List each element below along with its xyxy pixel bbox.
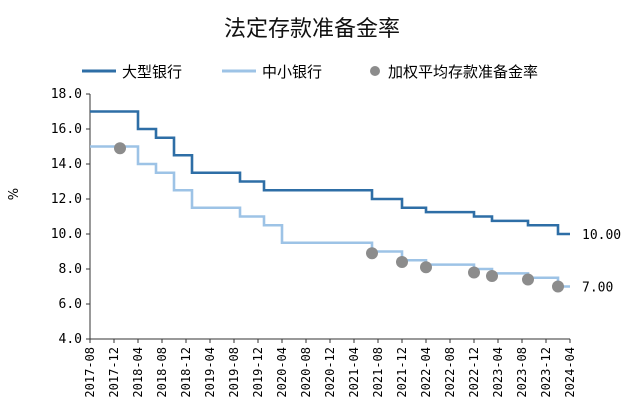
y-axis-label: % [7, 188, 22, 200]
y-tick-label: 12.0 [51, 192, 82, 207]
x-tick-label: 2023-08 [515, 347, 529, 398]
legend-label-weighted-average: 加权平均存款准备金率 [388, 63, 538, 81]
series-line-1 [90, 145, 570, 288]
scatter-point [552, 280, 564, 293]
legend-label-small-banks: 中小银行 [262, 63, 322, 81]
y-tick-label: 4.0 [59, 332, 82, 347]
scatter-point [114, 142, 126, 155]
y-tick-label: 14.0 [51, 157, 82, 172]
x-tick-label: 2024-04 [563, 347, 577, 398]
x-tick-label: 2021-08 [371, 347, 385, 398]
y-tick-label: 6.0 [59, 297, 82, 312]
x-tick-label: 2019-08 [227, 347, 241, 398]
legend: 大型银行 中小银行 加权平均存款准备金率 [82, 63, 538, 81]
x-tick-label: 2020-12 [323, 347, 337, 398]
x-tick-label: 2023-12 [539, 347, 553, 398]
plot-area: 10.00 7.00 [90, 110, 621, 296]
x-tick-label: 2018-08 [155, 347, 169, 398]
x-tick-label: 2022-04 [419, 347, 433, 398]
x-tick-label: 2017-08 [83, 347, 97, 398]
x-tick-label: 2018-12 [179, 347, 193, 398]
x-tick-label: 2017-12 [107, 347, 121, 398]
y-tick-label: 18.0 [51, 87, 82, 102]
scatter-point [468, 266, 480, 279]
legend-label-large-banks: 大型银行 [122, 63, 182, 81]
y-tick-label: 10.0 [51, 227, 82, 242]
scatter-point [522, 273, 534, 286]
scatter-point [486, 270, 498, 282]
x-tick-label: 2020-08 [299, 347, 313, 398]
y-tick-label: 16.0 [51, 122, 82, 137]
x-tick-label: 2021-04 [347, 347, 361, 398]
x-tick-label: 2019-12 [251, 347, 265, 398]
x-tick-label: 2022-08 [443, 347, 457, 398]
scatter-point [396, 256, 408, 268]
end-value-label: 10.00 [582, 228, 621, 243]
scatter-point [366, 247, 378, 260]
scatter-point [420, 261, 432, 274]
x-tick-label: 2023-04 [491, 347, 505, 398]
legend-marker-weighted-average [370, 66, 380, 76]
x-tick-label: 2019-04 [203, 347, 217, 398]
x-tick-label: 2022-12 [467, 347, 481, 398]
series-line-0 [90, 110, 570, 236]
y-tick-label: 8.0 [59, 262, 82, 277]
x-tick-label: 2021-12 [395, 347, 409, 398]
x-tick-label: 2018-04 [131, 347, 145, 398]
chart-title: 法定存款准备金率 [224, 17, 400, 42]
end-value-label: 7.00 [582, 281, 613, 296]
x-tick-label: 2020-04 [275, 347, 289, 398]
axes: 4.0 6.0 8.0 10.0 12.0 14.0 16.0 18.0 2017-08 2017… [51, 87, 577, 398]
